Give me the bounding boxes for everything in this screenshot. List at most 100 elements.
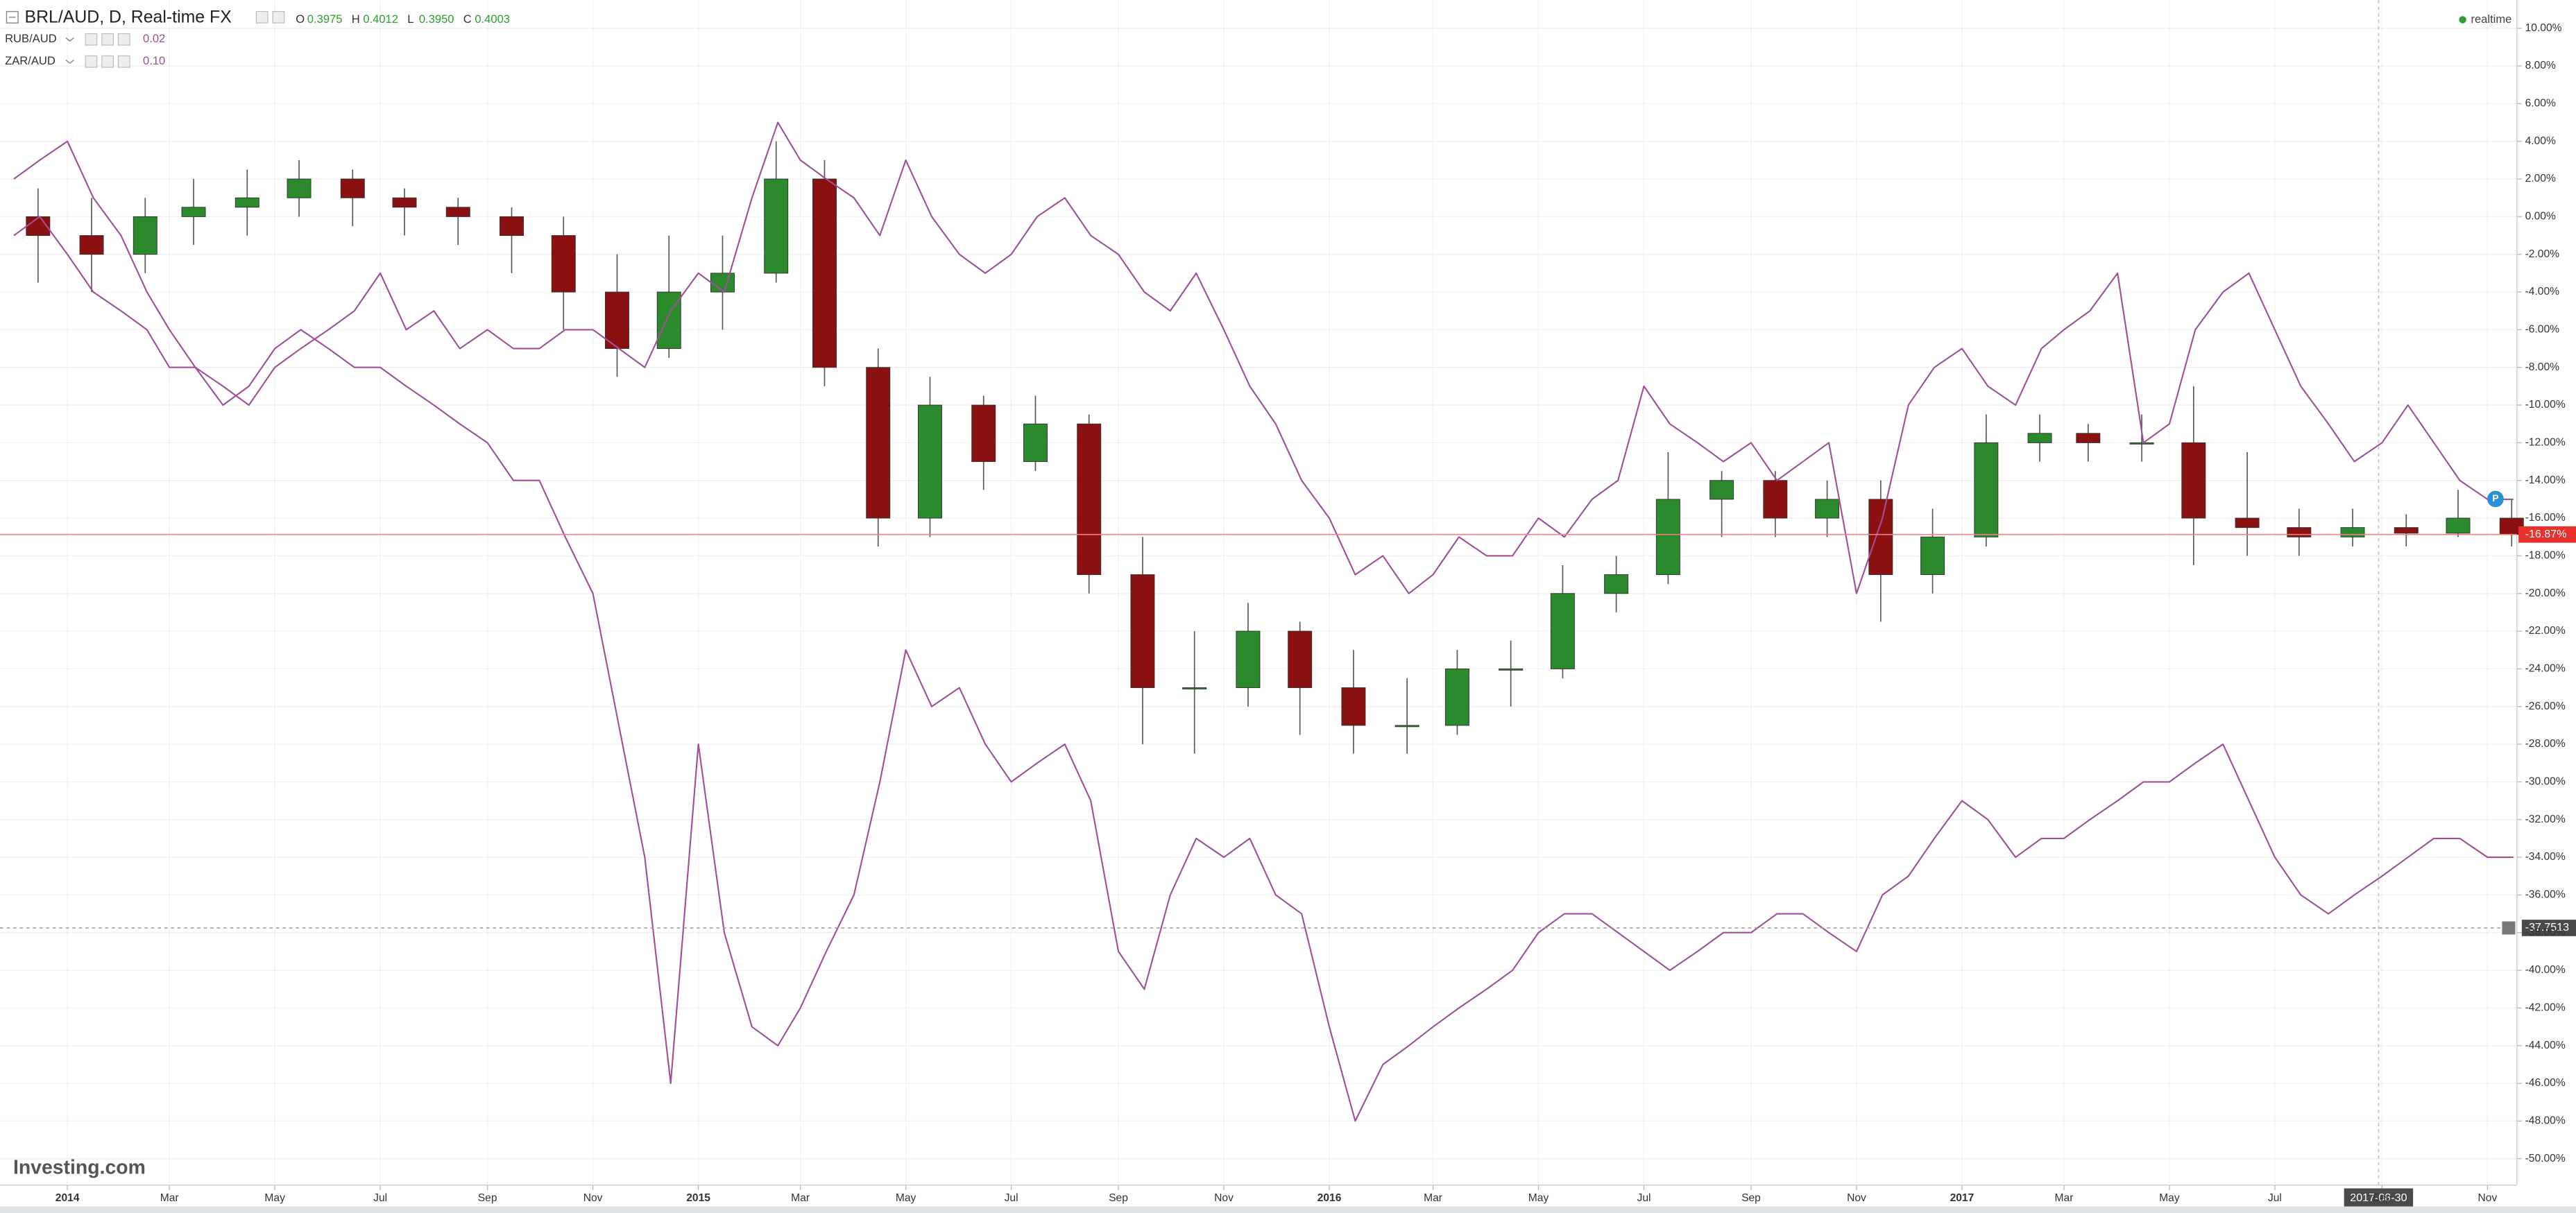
ohlc: O 0.3975 H 0.4012 L 0.3950 C 0.4003: [296, 12, 510, 26]
candle-body: [445, 207, 470, 217]
x-tick-label: Mar: [2055, 1192, 2074, 1204]
y-tick-label: -32.00%: [2525, 814, 2566, 825]
candle-body: [2129, 442, 2154, 445]
y-tick-label: -2.00%: [2525, 248, 2560, 260]
candle-body: [1394, 725, 1419, 728]
candle-body: [392, 197, 417, 208]
y-tick-label: 4.00%: [2525, 135, 2556, 147]
legend-icon[interactable]: [101, 55, 114, 68]
y-tick-label: -42.00%: [2525, 1002, 2566, 1014]
y-tick-label: -50.00%: [2525, 1153, 2566, 1164]
legend-name: ZAR/AUD: [5, 54, 56, 67]
status-dot: [2459, 16, 2466, 24]
legend-name: RUB/AUD: [5, 32, 57, 45]
x-tick-label: Mar: [791, 1192, 810, 1204]
x-tick-label: Sep: [478, 1192, 497, 1204]
event-marker[interactable]: [2487, 490, 2504, 508]
y-tick-label: 8.00%: [2525, 60, 2556, 71]
legend-icon[interactable]: [117, 33, 130, 46]
legend-value: 0.02: [143, 32, 165, 45]
bottom-bar: [0, 1206, 2576, 1213]
y-tick-label: -20.00%: [2525, 587, 2566, 599]
x-tick-label: Sep: [1741, 1192, 1761, 1204]
candle-body: [812, 178, 837, 368]
candle-body: [2340, 527, 2365, 537]
y-tick-label: -48.00%: [2525, 1115, 2566, 1127]
logo: Investing.com: [13, 1157, 146, 1179]
candle-body: [340, 178, 365, 198]
ohlc-label: O: [296, 12, 305, 26]
candle-body: [1130, 574, 1155, 689]
x-tick-label: May: [1528, 1192, 1549, 1204]
crosshair-x-box: [2344, 1188, 2414, 1207]
status: realtime: [2471, 12, 2511, 26]
settings-icon[interactable]: [255, 10, 268, 24]
candle-body: [764, 178, 789, 274]
y-tick-label: -18.00%: [2525, 550, 2566, 562]
legend-icon[interactable]: [117, 55, 130, 68]
ohlc-label: L: [407, 12, 413, 26]
crosshair-x-label: 2017-08-30: [2350, 1192, 2407, 1204]
y-tick-label: -28.00%: [2525, 738, 2566, 750]
candle-body: [551, 235, 576, 293]
x-tick-label: Sep: [2373, 1192, 2392, 1204]
y-tick-label: -26.00%: [2525, 700, 2566, 712]
x-tick-label: Jul: [373, 1192, 387, 1204]
candle-body: [2076, 433, 2101, 443]
candle-body: [971, 404, 996, 463]
y-tick-label: -12.00%: [2525, 437, 2566, 449]
x-tick-label: 2015: [686, 1192, 710, 1204]
x-tick-label: Nov: [583, 1192, 603, 1204]
y-tick-label: -36.00%: [2525, 889, 2566, 901]
candle-body: [1499, 668, 1524, 671]
y-tick-label: 0.00%: [2525, 211, 2556, 223]
candle-body: [181, 207, 206, 217]
legend-icon[interactable]: [85, 55, 98, 68]
candle-body: [710, 273, 735, 293]
y-tick-label: 10.00%: [2525, 22, 2562, 34]
candle-body: [1444, 668, 1469, 726]
ohlc-value: 0.3975: [307, 12, 343, 26]
candle-body: [500, 216, 524, 236]
x-tick-label: Jul: [1005, 1192, 1018, 1204]
ohlc-label: H: [352, 12, 360, 26]
y-tick-label: -40.00%: [2525, 964, 2566, 976]
candle-body: [1288, 630, 1313, 689]
y-tick-label: -46.00%: [2525, 1077, 2566, 1089]
last-value-box: [2518, 526, 2576, 543]
x-tick-label: Jul: [2268, 1192, 2282, 1204]
legend-icon[interactable]: [85, 33, 98, 46]
legend-dropdown[interactable]: [65, 59, 75, 64]
y-tick-label: 2.00%: [2525, 173, 2556, 184]
x-tick-label: Nov: [2478, 1192, 2498, 1204]
y-tick-label: -30.00%: [2525, 776, 2566, 788]
candle-body: [287, 178, 312, 198]
candle-body: [1550, 593, 1575, 669]
candle-body: [917, 404, 942, 519]
candle-body: [1815, 499, 1840, 519]
collapse-icon[interactable]: [6, 10, 19, 24]
candle-body: [1709, 480, 1734, 500]
close-icon[interactable]: [272, 10, 285, 24]
candle-body: [1077, 423, 1102, 576]
candle-body: [2181, 442, 2206, 519]
x-tick-label: May: [896, 1192, 916, 1204]
x-tick-label: Mar: [1424, 1192, 1442, 1204]
ohlc-label: C: [463, 12, 472, 26]
candle-body: [1655, 499, 1680, 576]
x-tick-label: Sep: [1109, 1192, 1128, 1204]
legend: RUB/AUD 0.02 ZAR/AUD 0.10: [5, 32, 165, 68]
candle-body: [133, 216, 157, 255]
crosshair-add-button[interactable]: [2502, 921, 2516, 935]
y-tick-label: -44.00%: [2525, 1040, 2566, 1051]
legend-dropdown[interactable]: [65, 37, 75, 42]
x-tick-label: Jul: [1637, 1192, 1651, 1204]
legend-icon[interactable]: [101, 33, 114, 46]
chart-title: BRL/AUD, D, Real-time FX: [25, 8, 232, 27]
candle-body: [2394, 527, 2419, 534]
event-marker-icon: P: [2492, 493, 2498, 504]
crosshair-y-label: -37.7513: [2525, 921, 2570, 934]
